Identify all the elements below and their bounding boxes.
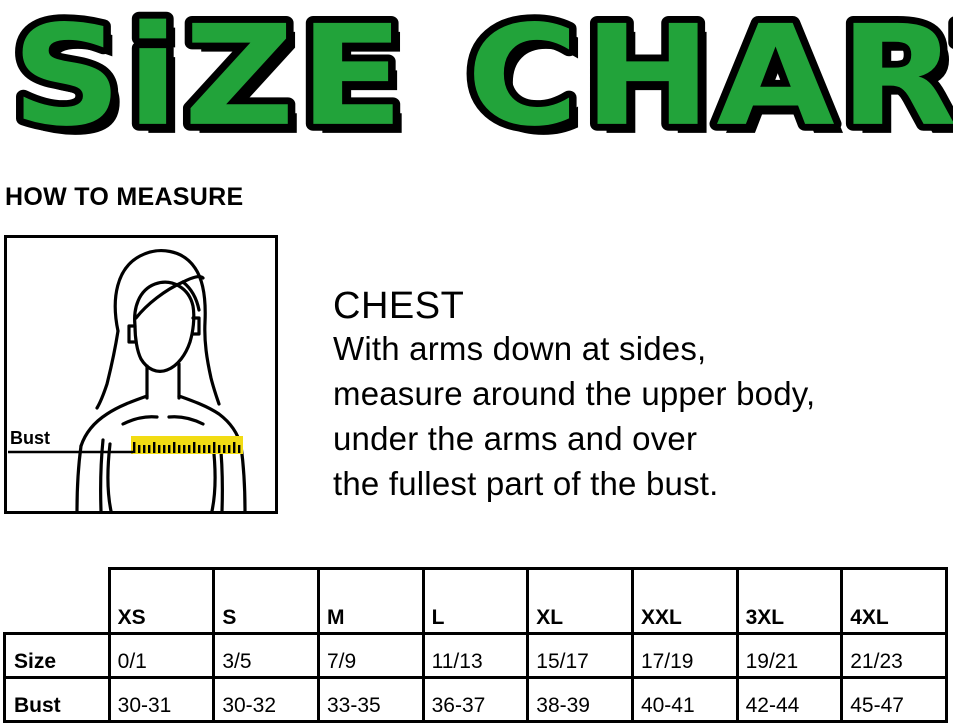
table-cell: 17/19 [630,632,739,679]
bust-label: Bust [10,428,50,448]
description-line: under the arms and over [333,419,698,457]
table-row: Size 0/1 3/5 7/9 11/13 15/17 17/19 19/21… [3,632,948,679]
table-cell: 40-41 [630,676,739,723]
row-label-bust: Bust [3,676,111,723]
table-cell: 7/9 [316,632,425,679]
table-cell: 45-47 [840,676,948,723]
description-line: With arms down at sides, [333,330,707,368]
column-header-m: M [316,567,425,635]
table-header-row: XS S M L XL XXL 3XL 4XL [5,567,948,635]
row-label-size: Size [3,632,111,679]
description-line: measure around the upper body, [333,374,816,412]
table-cell: 38-39 [526,676,634,723]
how-to-measure-heading: HOW TO MEASURE [5,183,244,211]
measuring-tape-icon [131,436,243,454]
description-line: the fullest part of the bust. [333,464,719,502]
table-cell: 30-31 [107,676,216,723]
female-figure-illustration [75,249,247,511]
table-cell: 36-37 [421,676,530,723]
page-title: SiZE CHART SIZE CHART [0,0,953,160]
chest-description-block: CHEST With arms down at sides, measure a… [333,285,943,507]
table-cell: 19/21 [735,632,844,679]
hair-icon [113,249,221,406]
table-cell: 11/13 [421,632,530,679]
measurement-illustration-box [4,235,278,514]
description-title: CHEST [333,285,465,327]
table-cell: 15/17 [526,632,634,679]
table-cell: 3/5 [212,632,320,679]
column-header-xxl: XXL [630,567,739,635]
table-cell: 0/1 [107,632,216,679]
table-cell: 21/23 [840,632,948,679]
size-chart-table: XS S M L XL XXL 3XL 4XL Size 0/1 3/5 7/9… [3,567,948,723]
table-corner-cell [5,569,110,634]
column-header-xs: XS [107,567,216,635]
column-header-4xl: 4XL [840,567,948,635]
bust-leader-line [8,450,133,454]
column-header-xl: XL [526,567,634,635]
column-header-l: L [421,567,530,635]
column-header-3xl: 3XL [735,567,844,635]
column-header-s: S [212,567,320,635]
face-icon [133,280,196,373]
table-cell: 30-32 [212,676,320,723]
table-cell: 33-35 [316,676,425,723]
size-chart-title-graphic: SiZE CHART [0,0,953,160]
table-row: Bust 30-31 30-32 33-35 36-37 38-39 40-41… [3,676,948,723]
table-cell: 42-44 [735,676,844,723]
